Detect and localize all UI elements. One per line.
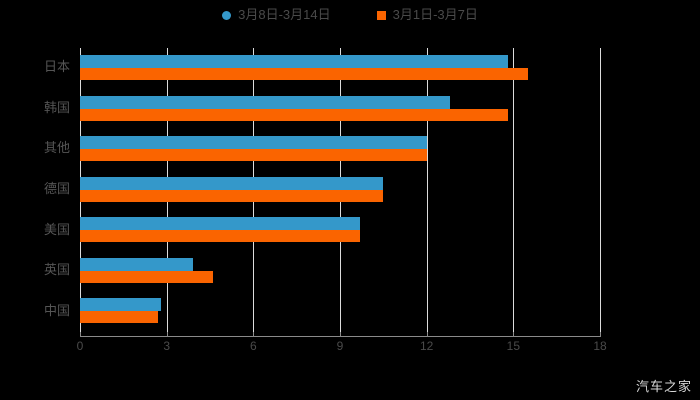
x-tick-label-6: 6: [249, 339, 257, 353]
x-tick-label-15: 15: [506, 339, 521, 353]
legend-item-series-0[interactable]: 3月8日-3月14日: [222, 7, 331, 22]
gridline-x-12: [426, 48, 428, 332]
bar-韩国-series-1[interactable]: [80, 108, 508, 121]
bar-韩国-series-0[interactable]: [80, 95, 450, 109]
x-tick-mark-6: [253, 332, 255, 337]
legend-label-series-0: 3月8日-3月14日: [238, 7, 331, 22]
gridline-x-18: [600, 48, 601, 332]
bar-日本-series-0[interactable]: [80, 55, 508, 68]
bar-美国-series-0[interactable]: [80, 217, 361, 231]
bar-其他-series-1[interactable]: [80, 149, 427, 162]
bar-美国-series-1[interactable]: [80, 230, 361, 243]
gridline-x-15: [513, 48, 515, 332]
bar-德国-series-1[interactable]: [80, 189, 384, 202]
x-tick-label-0: 0: [76, 339, 84, 353]
x-tick-label-9: 9: [336, 339, 344, 353]
x-tick-mark-15: [513, 332, 515, 337]
bar-德国-series-0[interactable]: [80, 176, 384, 190]
y-axis-label-韩国: 韩国: [43, 99, 70, 115]
x-tick-mark-9: [340, 332, 341, 337]
bar-英国-series-1[interactable]: [80, 270, 213, 283]
y-axis-label-英国: 英国: [43, 262, 70, 278]
legend-item-series-1[interactable]: 3月1日-3月7日: [376, 7, 478, 22]
x-tick-mark-3: [166, 332, 168, 337]
bar-中国-series-0[interactable]: [80, 298, 161, 312]
y-axis-label-日本: 日本: [43, 59, 70, 75]
chart-legend: 3月8日-3月14日 3月1日-3月7日: [0, 8, 700, 22]
y-axis-label-美国: 美国: [43, 221, 70, 237]
legend-marker-square-icon: [376, 10, 386, 20]
bar-日本-series-1[interactable]: [80, 68, 528, 80]
y-axis-category-labels: 日本韩国其他德国美国英国中国: [0, 48, 70, 332]
plot-area: [80, 48, 601, 332]
x-tick-label-3: 3: [163, 339, 170, 353]
x-tick-mark-0: [80, 332, 81, 337]
bar-英国-series-0[interactable]: [80, 257, 193, 271]
y-axis-label-中国: 中国: [43, 302, 70, 318]
bar-中国-series-1[interactable]: [80, 311, 158, 324]
bar-其他-series-0[interactable]: [80, 136, 427, 150]
legend-label-series-1: 3月1日-3月7日: [392, 7, 478, 22]
x-tick-label-12: 12: [419, 339, 434, 353]
x-tick-mark-18: [600, 332, 601, 337]
y-axis-label-其他: 其他: [43, 140, 70, 156]
x-tick-mark-12: [426, 332, 428, 337]
watermark: 汽车之家: [635, 379, 692, 394]
y-axis-label-德国: 德国: [43, 181, 70, 196]
x-tick-label-18: 18: [593, 339, 607, 353]
legend-marker-circle-icon: [222, 10, 232, 20]
